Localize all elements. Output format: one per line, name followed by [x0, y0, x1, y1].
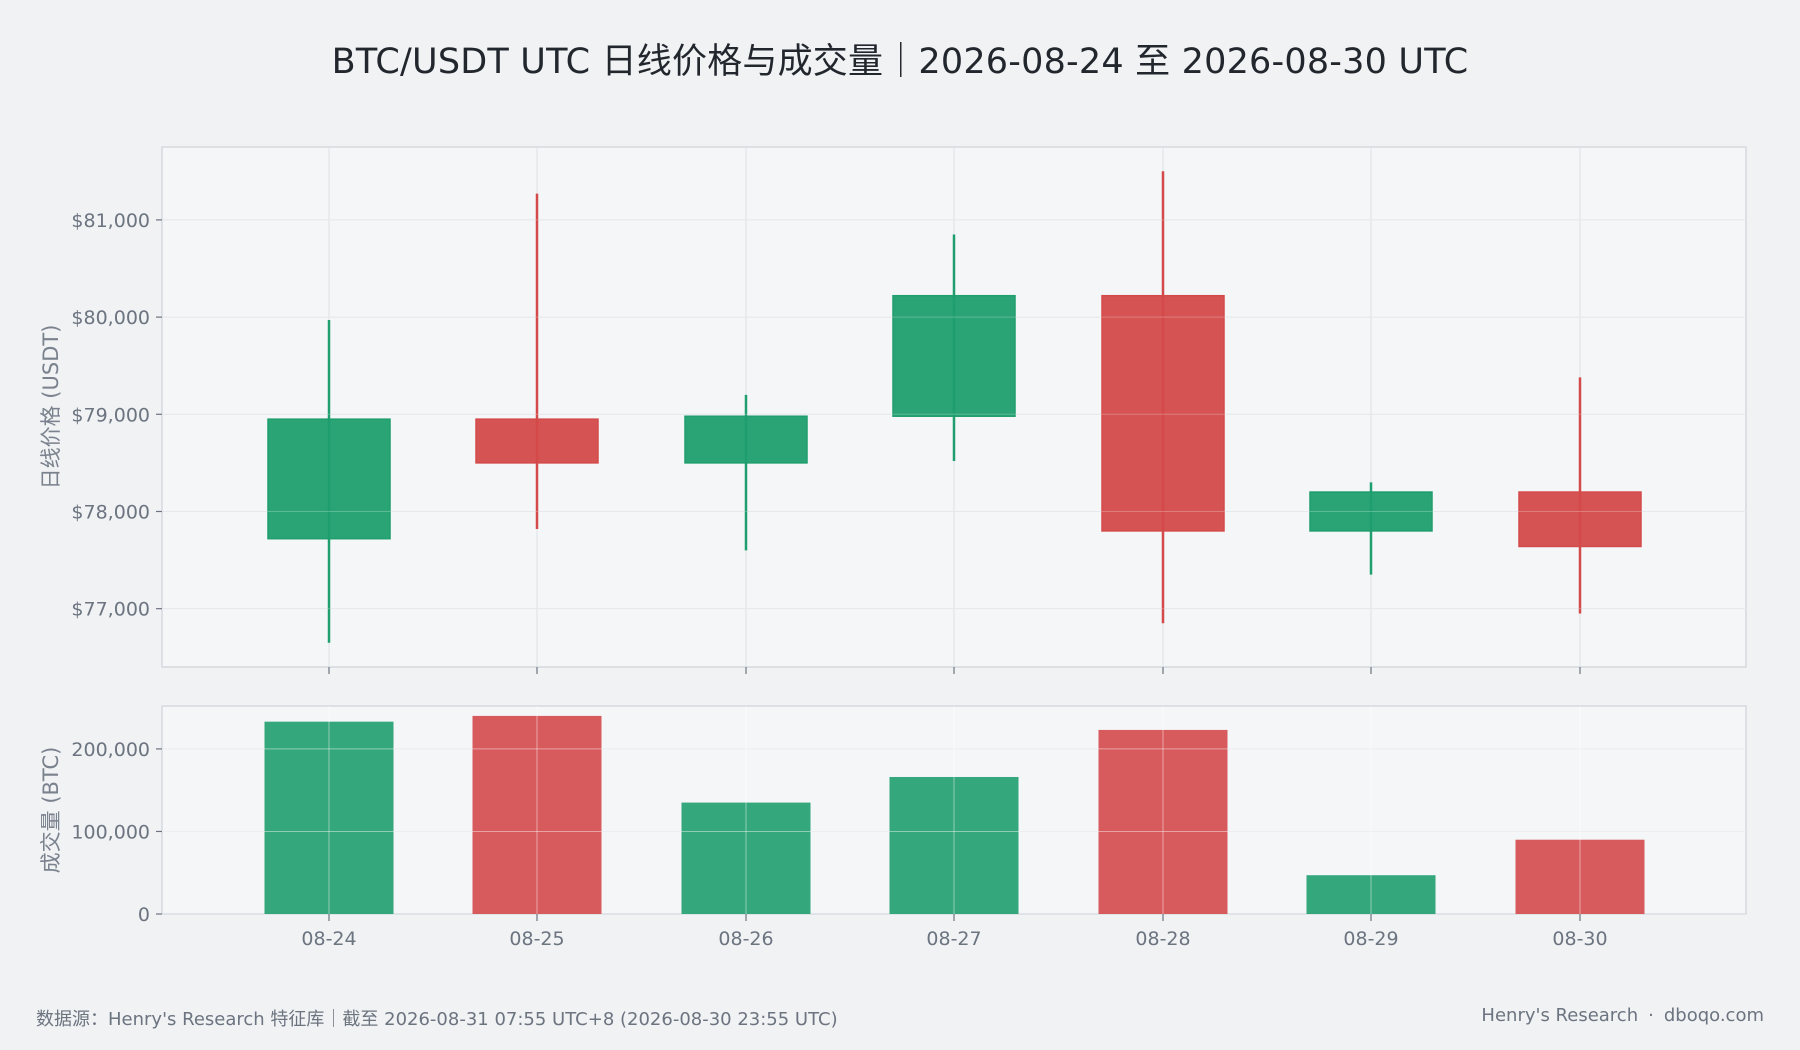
volume-bar-08-25 [472, 715, 602, 914]
x-tick-label: 08-28 [1135, 928, 1190, 950]
volume-tick-label: 100,000 [71, 821, 150, 843]
volume-bar-08-29 [1306, 875, 1436, 914]
brand-name: Henry's Research [1481, 1005, 1639, 1026]
price-tick-label: $80,000 [71, 307, 150, 329]
volume-series [264, 715, 1645, 914]
volume-tick-label: 0 [138, 904, 150, 926]
volume-y-axis: 0 100,000 200,000 [71, 739, 162, 926]
x-tick-label: 08-27 [926, 928, 981, 950]
volume-bar-08-30 [1515, 839, 1645, 914]
price-tick-label: $81,000 [71, 210, 150, 232]
vertical-gridlines [162, 219, 1746, 914]
price-tick-label: $78,000 [71, 501, 150, 523]
price-tick-label: $77,000 [71, 599, 150, 621]
volume-bar-08-27 [889, 776, 1019, 914]
x-tick-label: 08-25 [509, 928, 564, 950]
x-tick-label: 08-30 [1552, 928, 1607, 950]
x-tick-label: 08-29 [1343, 928, 1398, 950]
candle-08-26 [684, 394, 808, 551]
candle-body [684, 415, 808, 464]
candle-08-27 [892, 234, 1016, 461]
price-y-axis-label: 日线价格 (USDT) [39, 325, 63, 490]
volume-bar-08-26 [681, 802, 811, 914]
candle-08-29 [1309, 482, 1433, 575]
footer-brand: Henry's Research · dboqo.com [1481, 1005, 1764, 1026]
candle-body [1101, 294, 1225, 532]
candle-08-30 [1518, 377, 1642, 614]
candle-body [267, 418, 391, 540]
candle-08-25 [475, 193, 599, 529]
brand-site: dboqo.com [1663, 1005, 1764, 1026]
volume-bar-08-28 [1098, 729, 1228, 914]
volume-tick-label: 200,000 [71, 739, 150, 761]
data-source-note: 数据源：Henry's Research 特征库｜截至 2026-08-31 0… [36, 1009, 838, 1030]
chart-title: BTC/USDT UTC 日线价格与成交量｜2026-08-24 至 2026-… [331, 42, 1469, 82]
candle-body [475, 418, 599, 464]
volume-y-axis-label: 成交量 (BTC) [39, 747, 63, 874]
candle-08-28 [1101, 171, 1225, 624]
x-tick-label: 08-24 [301, 928, 356, 950]
candle-body [1518, 491, 1642, 548]
candle-body [892, 294, 1016, 417]
candlestick-series [267, 171, 1642, 643]
price-y-axis: $77,000 $78,000 $79,000 $80,000 $81,000 [71, 210, 162, 621]
candle-body [1309, 491, 1433, 532]
price-tick-label: $79,000 [71, 404, 150, 426]
candle-08-24 [267, 320, 391, 643]
brand-separator: · [1648, 1005, 1654, 1026]
x-axis: 08-24 08-25 08-26 08-27 08-28 08-29 08-30 [301, 667, 1608, 950]
volume-bar-08-24 [264, 721, 394, 914]
x-tick-label: 08-26 [718, 928, 773, 950]
